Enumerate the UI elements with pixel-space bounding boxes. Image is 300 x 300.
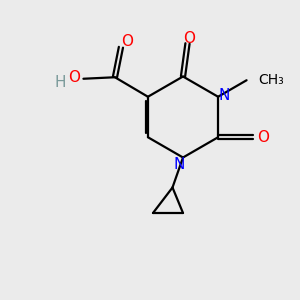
Text: O: O (257, 130, 269, 145)
Text: O: O (68, 70, 80, 85)
Text: N: N (174, 157, 185, 172)
Text: O: O (183, 31, 195, 46)
Text: N: N (219, 88, 230, 103)
Text: H: H (54, 75, 66, 90)
Text: CH₃: CH₃ (258, 73, 284, 87)
Text: O: O (122, 34, 134, 49)
